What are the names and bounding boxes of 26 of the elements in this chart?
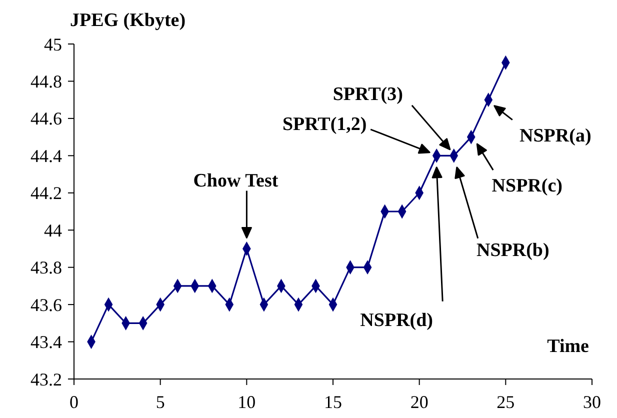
- annotation: Chow Test: [193, 170, 279, 192]
- y-tick-label: 43.6: [30, 294, 62, 315]
- x-tick-label: 15: [324, 392, 342, 412]
- x-tick-label: 30: [583, 392, 601, 412]
- annotation: SPRT(3): [332, 84, 403, 106]
- y-tick-label: 44.8: [30, 72, 62, 92]
- x-tick-label: 5: [156, 392, 165, 412]
- y-tick-label: 44.2: [30, 183, 62, 204]
- x-tick-label: 20: [410, 392, 428, 412]
- annotation: NSPR(b): [476, 240, 550, 262]
- annotation: NSPR(a): [520, 125, 592, 146]
- y-tick-label: 44.6: [30, 108, 62, 129]
- y-tick-label: 43.2: [30, 369, 62, 390]
- annotation: NSPR(d): [360, 310, 434, 332]
- x-axis-title: Time: [547, 336, 589, 357]
- y-tick-label: 45: [44, 34, 62, 54]
- y-tick-label: 44: [44, 220, 62, 240]
- y-tick-label: 43.4: [30, 332, 62, 352]
- x-tick-label: 10: [238, 392, 256, 412]
- y-axis-title: JPEG (Kbyte): [70, 10, 186, 31]
- annotation: NSPR(c): [492, 176, 562, 197]
- x-tick-label: 0: [70, 392, 78, 412]
- annotation: SPRT(1,2): [282, 114, 367, 136]
- y-tick-label: 43.8: [30, 258, 62, 278]
- x-tick-label: 25: [496, 392, 515, 412]
- y-tick-label: 44.4: [30, 146, 62, 166]
